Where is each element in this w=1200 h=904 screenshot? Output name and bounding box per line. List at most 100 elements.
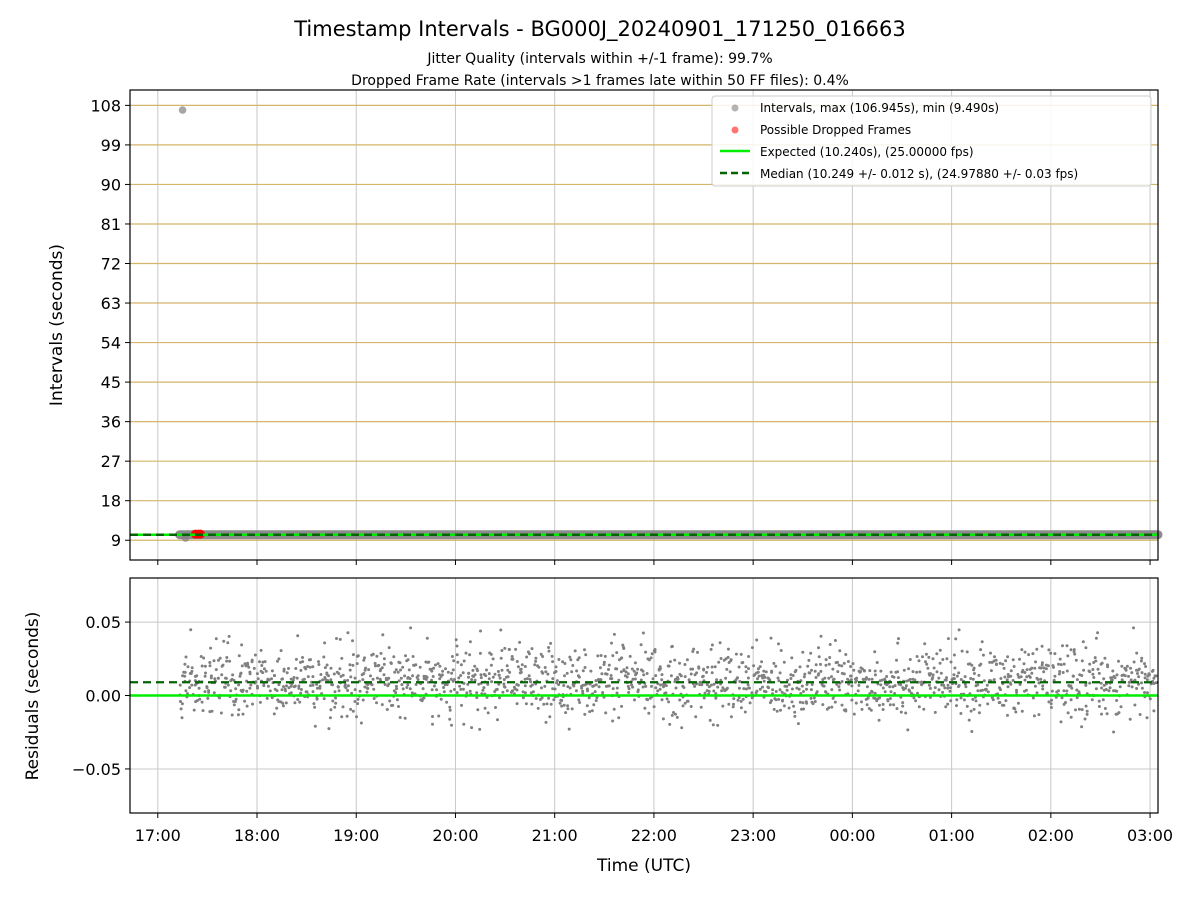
residual-point bbox=[451, 668, 455, 672]
residual-point bbox=[692, 647, 696, 651]
residual-point bbox=[248, 686, 252, 690]
residual-point bbox=[796, 722, 800, 726]
residual-point bbox=[941, 690, 945, 694]
residual-point bbox=[265, 696, 269, 700]
residual-point bbox=[1066, 711, 1070, 715]
residual-point bbox=[375, 676, 379, 680]
residual-point bbox=[1085, 709, 1089, 713]
residual-point bbox=[363, 668, 367, 672]
residual-point bbox=[1042, 670, 1046, 674]
residual-point bbox=[577, 675, 581, 679]
residual-point bbox=[1075, 696, 1079, 700]
residual-point bbox=[1097, 671, 1101, 675]
residual-point bbox=[299, 691, 303, 695]
residual-point bbox=[528, 677, 532, 681]
residual-point bbox=[295, 676, 299, 680]
residual-point bbox=[813, 669, 817, 673]
residual-point bbox=[948, 689, 952, 693]
residual-point bbox=[577, 698, 581, 702]
residual-point bbox=[977, 711, 981, 715]
residual-point bbox=[946, 702, 950, 706]
residual-point bbox=[815, 690, 819, 694]
residual-point bbox=[1061, 671, 1065, 674]
residual-point bbox=[972, 672, 976, 675]
residual-point bbox=[664, 691, 668, 695]
residual-point bbox=[515, 688, 519, 692]
residual-point bbox=[1001, 662, 1005, 666]
legend-label-dropped: Possible Dropped Frames bbox=[760, 123, 911, 137]
residual-point bbox=[241, 712, 245, 716]
residual-point bbox=[327, 674, 330, 678]
residual-point bbox=[660, 698, 664, 702]
residual-point bbox=[590, 709, 594, 713]
residual-point bbox=[566, 707, 570, 711]
residual-point bbox=[976, 689, 980, 693]
residual-point bbox=[899, 683, 903, 687]
residual-point bbox=[1115, 689, 1119, 693]
residual-point bbox=[985, 683, 989, 687]
residual-point bbox=[996, 696, 1000, 700]
residual-point bbox=[715, 678, 719, 682]
residual-point bbox=[817, 646, 820, 650]
residual-point bbox=[311, 690, 315, 694]
residual-point bbox=[594, 679, 598, 683]
residual-point bbox=[306, 665, 310, 668]
residual-point bbox=[452, 688, 456, 691]
residual-point bbox=[566, 704, 570, 708]
residual-point bbox=[639, 678, 643, 682]
residual-point bbox=[534, 656, 538, 660]
residual-point bbox=[486, 711, 490, 715]
residual-point bbox=[1100, 712, 1103, 716]
residual-point bbox=[254, 680, 258, 684]
residual-point bbox=[240, 643, 244, 647]
residual-point bbox=[1047, 648, 1051, 652]
residual-point bbox=[353, 676, 357, 680]
residual-point bbox=[205, 685, 209, 689]
residual-point bbox=[229, 689, 233, 693]
residual-point bbox=[253, 653, 257, 657]
residual-point bbox=[541, 655, 545, 658]
residual-point bbox=[1009, 669, 1013, 673]
residual-point bbox=[774, 690, 778, 693]
legend-marker-dropped bbox=[731, 126, 739, 134]
residual-point bbox=[448, 717, 452, 721]
residual-point bbox=[1011, 679, 1015, 682]
residual-point bbox=[1094, 636, 1098, 640]
residual-point bbox=[1129, 666, 1132, 670]
residual-point bbox=[819, 634, 823, 638]
residual-point bbox=[340, 656, 344, 660]
residual-point bbox=[831, 667, 835, 671]
residual-point bbox=[344, 686, 348, 690]
residual-point bbox=[370, 683, 374, 687]
residual-point bbox=[926, 666, 930, 670]
residual-point bbox=[438, 664, 442, 668]
residual-point bbox=[660, 678, 664, 682]
residual-point bbox=[605, 672, 609, 676]
residual-point bbox=[404, 654, 407, 658]
residual-point bbox=[209, 674, 213, 678]
residual-point bbox=[1113, 676, 1117, 680]
residual-point bbox=[949, 660, 953, 664]
residual-point bbox=[999, 677, 1003, 680]
residual-point bbox=[188, 686, 192, 690]
residual-point bbox=[349, 675, 353, 679]
residual-point bbox=[210, 709, 214, 713]
residual-point bbox=[478, 727, 482, 731]
intervals-y-tick-label: 54 bbox=[101, 334, 121, 353]
residual-point bbox=[299, 688, 303, 691]
residual-point bbox=[372, 697, 376, 700]
residual-point bbox=[594, 683, 598, 687]
residual-point bbox=[661, 717, 665, 721]
residual-point bbox=[746, 676, 750, 680]
residual-point bbox=[471, 668, 475, 672]
residual-point bbox=[1145, 678, 1149, 682]
residual-point bbox=[570, 707, 574, 711]
residual-point bbox=[981, 653, 985, 657]
residual-point bbox=[479, 629, 482, 633]
residual-point bbox=[711, 723, 715, 727]
residual-point bbox=[442, 686, 446, 689]
residual-point bbox=[323, 666, 327, 670]
residual-point bbox=[438, 677, 442, 681]
residual-point bbox=[569, 658, 573, 662]
residual-point bbox=[672, 711, 675, 714]
